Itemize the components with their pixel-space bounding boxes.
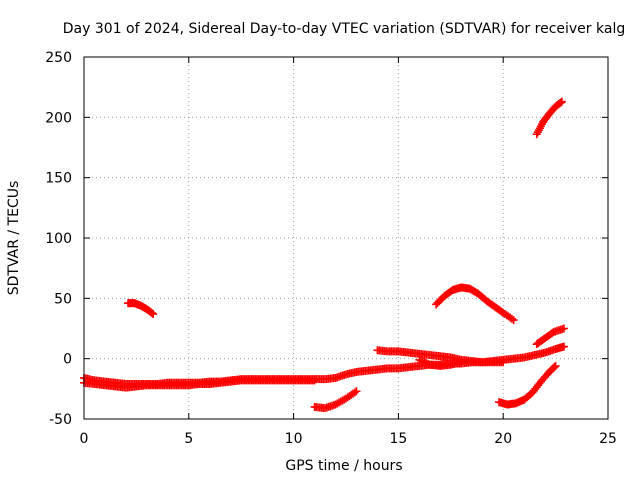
y-tick-label: -50 [49, 412, 72, 428]
data-point [509, 316, 518, 325]
data-point [422, 359, 431, 368]
y-tick-label: 50 [54, 291, 72, 307]
series-arc-noon-low [310, 387, 361, 413]
data-point [149, 310, 158, 319]
data-point [551, 361, 560, 370]
data-point [350, 388, 359, 397]
x-tick-label: 20 [494, 431, 512, 447]
y-tick-label: 100 [45, 231, 72, 247]
series-arc-hump [432, 283, 518, 325]
data-point [559, 342, 568, 351]
series-arc-evening-mid [532, 324, 568, 349]
data-point [557, 97, 566, 106]
data-point [420, 358, 429, 367]
x-axis-label: GPS time / hours [285, 458, 402, 474]
data-point [559, 324, 568, 333]
y-axis-label: SDTVAR / TECUs [6, 181, 22, 296]
data-point [457, 358, 466, 367]
data-points [80, 97, 568, 413]
series-arc-afternoon-top [373, 346, 508, 367]
data-point [417, 356, 426, 365]
data-point [499, 358, 508, 367]
x-tick-label: 15 [389, 431, 407, 447]
x-tick-label: 5 [184, 431, 193, 447]
x-tick-label: 25 [599, 431, 617, 447]
y-tick-label: 250 [45, 50, 72, 66]
y-tick-label: 150 [45, 171, 72, 187]
series-band-lower [80, 376, 319, 392]
x-tick-label: 0 [80, 431, 89, 447]
data-point [556, 98, 565, 107]
axis-ticks: 0 5 10 15 20 25 -50 0 50 100 150 200 250 [45, 50, 617, 447]
data-point [415, 355, 424, 364]
series-arc-evening-high [532, 97, 566, 139]
data-point [507, 314, 516, 323]
data-point [310, 376, 319, 385]
data-point [418, 357, 427, 366]
x-tick-label: 10 [285, 431, 303, 447]
series-arc-afternoon-dip [415, 355, 466, 370]
y-tick-label: 200 [45, 110, 72, 126]
data-point [550, 362, 559, 371]
series-arc-evening-low [495, 361, 560, 409]
data-point [352, 387, 361, 396]
data-point [424, 359, 433, 368]
series-arc-early [124, 299, 158, 319]
chart-title: Day 301 of 2024, Sidereal Day-to-day VTE… [63, 21, 625, 37]
y-tick-label: 0 [63, 352, 72, 368]
data-point [148, 309, 157, 318]
